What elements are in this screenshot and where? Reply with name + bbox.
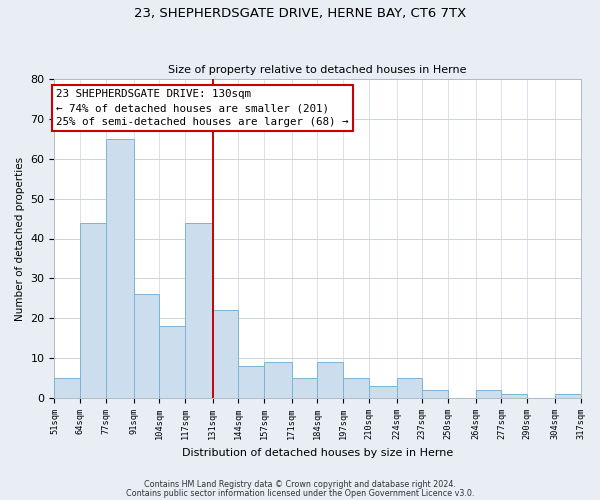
Bar — [106, 139, 134, 398]
Bar — [369, 386, 397, 398]
Bar — [55, 378, 80, 398]
Text: 23 SHEPHERDSGATE DRIVE: 130sqm
← 74% of detached houses are smaller (201)
25% of: 23 SHEPHERDSGATE DRIVE: 130sqm ← 74% of … — [56, 89, 349, 127]
Text: 23, SHEPHERDSGATE DRIVE, HERNE BAY, CT6 7TX: 23, SHEPHERDSGATE DRIVE, HERNE BAY, CT6 … — [134, 8, 466, 20]
Bar — [238, 366, 264, 398]
Bar — [134, 294, 159, 398]
Title: Size of property relative to detached houses in Herne: Size of property relative to detached ho… — [168, 66, 467, 76]
Text: Contains HM Land Registry data © Crown copyright and database right 2024.: Contains HM Land Registry data © Crown c… — [144, 480, 456, 489]
Bar — [422, 390, 448, 398]
Bar — [185, 222, 212, 398]
X-axis label: Distribution of detached houses by size in Herne: Distribution of detached houses by size … — [182, 448, 453, 458]
Bar — [212, 310, 238, 398]
Bar — [80, 222, 106, 398]
Bar — [159, 326, 185, 398]
Bar — [397, 378, 422, 398]
Bar — [476, 390, 502, 398]
Bar — [343, 378, 369, 398]
Bar — [264, 362, 292, 398]
Bar — [502, 394, 527, 398]
Bar — [317, 362, 343, 398]
Bar — [555, 394, 581, 398]
Y-axis label: Number of detached properties: Number of detached properties — [15, 156, 25, 320]
Bar — [292, 378, 317, 398]
Text: Contains public sector information licensed under the Open Government Licence v3: Contains public sector information licen… — [126, 488, 474, 498]
